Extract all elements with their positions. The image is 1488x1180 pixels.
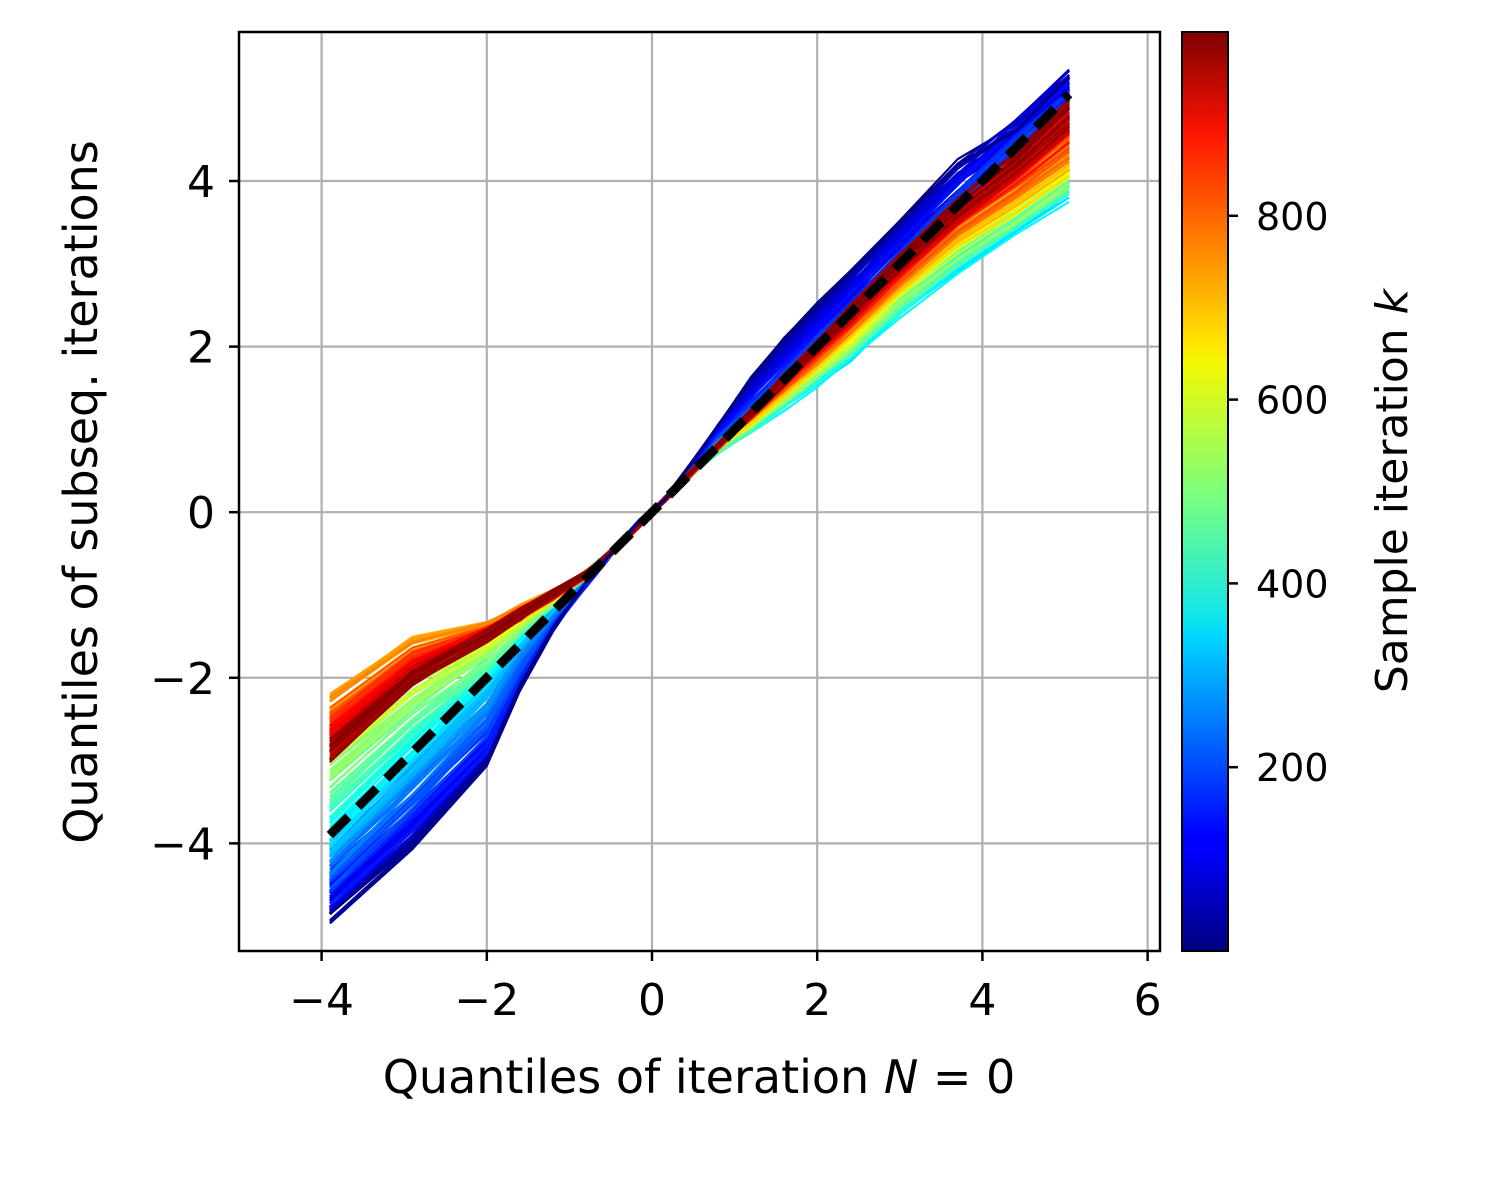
colorbar-label: Sample iteration k (1367, 287, 1418, 693)
colorbar-label-prefix: Sample iteration (1367, 314, 1418, 693)
x-tick-label: 0 (638, 975, 666, 1026)
x-tick-label: 4 (968, 975, 996, 1026)
x-axis-ticks: −4 −2 0 2 4 6 (289, 951, 1162, 1026)
x-axis-label-prefix: Quantiles of iteration (383, 1050, 884, 1104)
x-axis-label: Quantiles of iteration N = 0 (383, 1050, 1016, 1104)
y-tick-label: 2 (187, 323, 215, 374)
series-line-first-iteration (328, 76, 1071, 915)
x-axis-label-variable: N (884, 1050, 918, 1104)
series-lines (328, 68, 1071, 925)
y-tick-label: −4 (150, 819, 215, 870)
x-tick-label: 2 (803, 975, 831, 1026)
colorbar-tick-label: 200 (1256, 746, 1329, 790)
plot-frame (237, 30, 1162, 953)
identity-reference-line (326, 90, 1073, 839)
colorbar-tick-label: 800 (1256, 195, 1329, 239)
y-axis-ticks: −4 −2 0 2 4 (150, 157, 239, 870)
x-tick-label: −2 (454, 975, 519, 1026)
x-tick-label: 6 (1134, 975, 1162, 1026)
y-axis-label: Quantiles of subseq. iterations (54, 140, 108, 843)
colorbar-ticks: 200 400 600 800 (1228, 195, 1329, 790)
colorbar-label-variable: k (1367, 287, 1418, 314)
y-tick-label: 0 (187, 488, 215, 539)
colorbar-tick-label: 400 (1256, 562, 1329, 606)
y-tick-label: −2 (150, 654, 215, 705)
colorbar-tick-label: 600 (1256, 379, 1329, 423)
y-tick-label: 4 (187, 157, 215, 208)
x-tick-label: −4 (289, 975, 354, 1026)
colorbar (1181, 31, 1229, 952)
x-axis-label-suffix: = 0 (918, 1050, 1015, 1104)
